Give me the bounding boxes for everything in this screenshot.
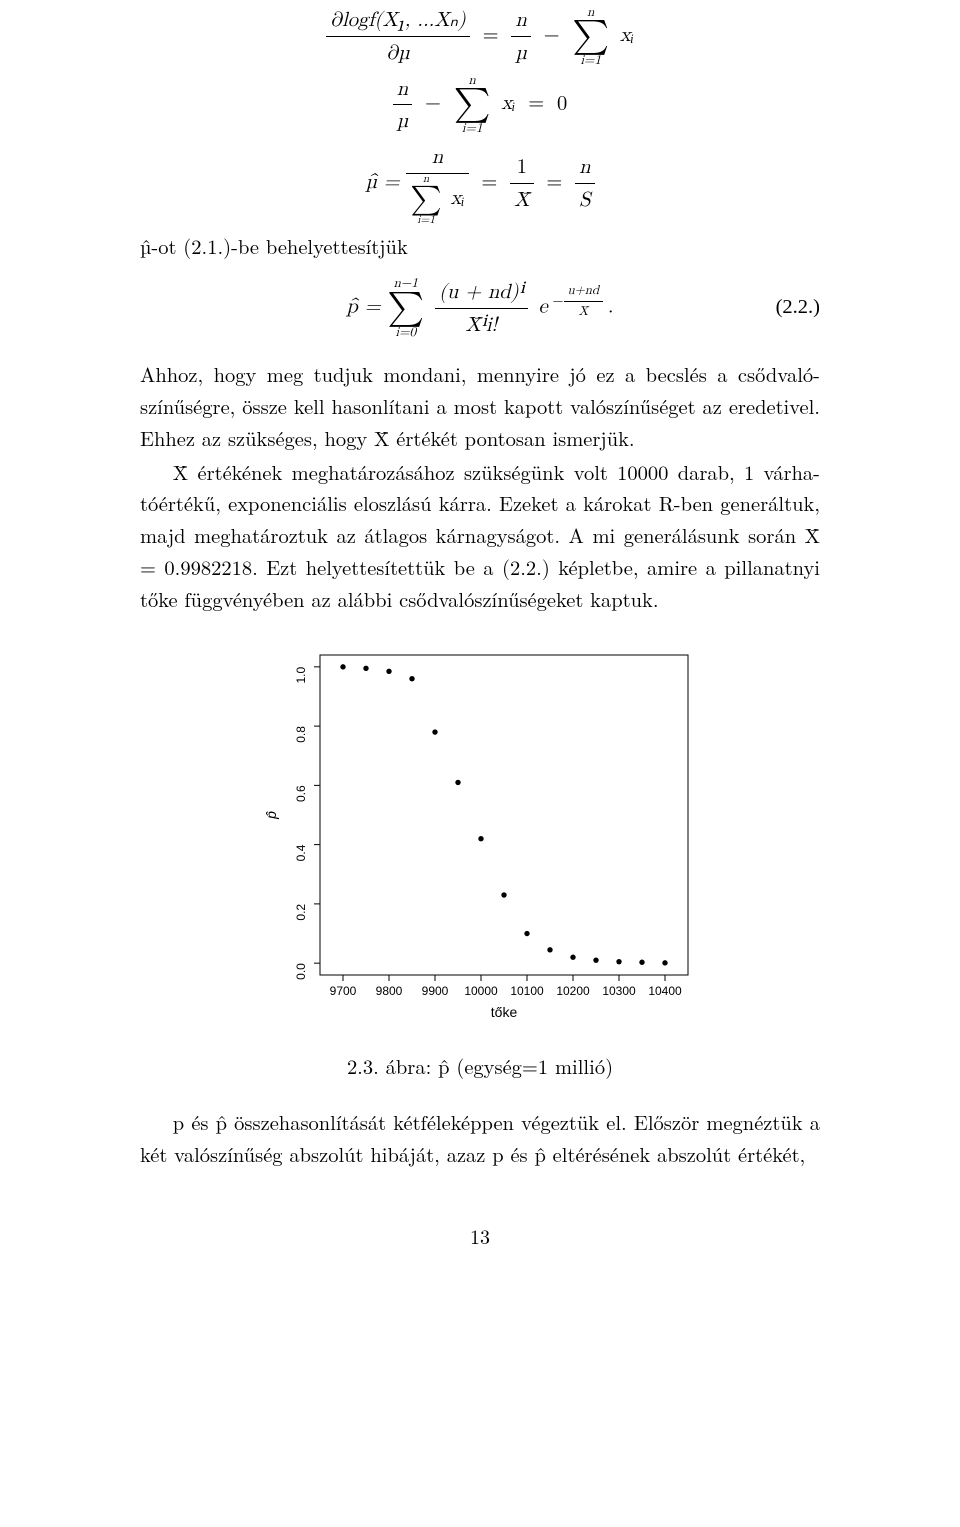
equation-line-1: ∂logf(X₁, ...Xₙ) ∂µ = n µ − n ∑ i=1 xᵢ [140,4,820,69]
svg-text:tőke: tőke [491,1004,518,1020]
equation-line-2: n µ − n ∑ i=1 xᵢ = 0 [140,73,820,138]
scatter-svg: 9700 9800 9900 10000 10100 10200 10300 10400 0.0… [260,645,700,1025]
svg-text:0.2: 0.2 [294,903,308,920]
svg-text:0.4: 0.4 [294,844,308,861]
svg-text:0.8: 0.8 [294,725,308,742]
svg-text:10000: 10000 [464,984,498,998]
eq1-rhs-a-den: µ [511,36,530,69]
eq1-lhs-num: ∂logf(X₁, ...Xₙ) [326,4,470,36]
sum-symbol-3: n ∑ i=1 [410,174,441,226]
pre-equation-text: µ̂-ot (2.1.)-be behelyettesítjük [140,230,820,262]
svg-text:10400: 10400 [648,984,682,998]
svg-text:p̂: p̂ [263,810,279,819]
equals: = [477,24,505,45]
svg-text:0.0: 0.0 [294,962,308,979]
svg-text:10200: 10200 [556,984,590,998]
minus: − [538,24,566,45]
figure-caption: 2.3. ábra: p̂ (egység=1 millió) [140,1050,820,1082]
svg-text:9800: 9800 [376,984,403,998]
xi-term: xᵢ [616,24,634,45]
eq1-rhs-a-num: n [511,4,530,36]
sum-symbol-phat: n−1 ∑ i=0 [387,277,424,339]
page-number: 13 [140,1220,820,1251]
equation-number: (2.2.) [776,292,820,324]
scatter-chart: 9700 9800 9900 10000 10100 10200 10300 10400 0.0… [260,645,700,1033]
svg-text:0.6: 0.6 [294,785,308,802]
eq1-lhs-den: ∂µ [326,36,470,69]
svg-text:9900: 9900 [422,984,449,998]
svg-text:10300: 10300 [602,984,636,998]
closing-paragraph: p és p̂ összehasonlítását kétféleképpen … [140,1106,820,1170]
mu-hat-equals: µ̂ = [365,171,399,192]
svg-text:9700: 9700 [330,984,357,998]
sum-symbol-2: n ∑ i=1 [454,74,491,136]
svg-text:10100: 10100 [510,984,544,998]
sum-symbol-1: n ∑ i=1 [572,6,609,68]
phat-lhs: p̂ = [346,296,380,317]
page: ∂logf(X₁, ...Xₙ) ∂µ = n µ − n ∑ i=1 xᵢ n… [0,4,960,1311]
equation-phat: p̂ = n−1 ∑ i=0 (u + nd)ⁱ X̄ⁱi! e − u+nd … [140,272,820,345]
svg-text:1.0: 1.0 [294,666,308,683]
equation-line-3: µ̂ = n n ∑ i=1 xᵢ = 1 X̄ = n S [140,141,820,226]
paragraph-1: Ahhoz, hogy meg tudjuk mondani, mennyire… [140,358,820,453]
paragraph-2: X̄ értékének meghatározásához szükségünk… [140,456,820,615]
